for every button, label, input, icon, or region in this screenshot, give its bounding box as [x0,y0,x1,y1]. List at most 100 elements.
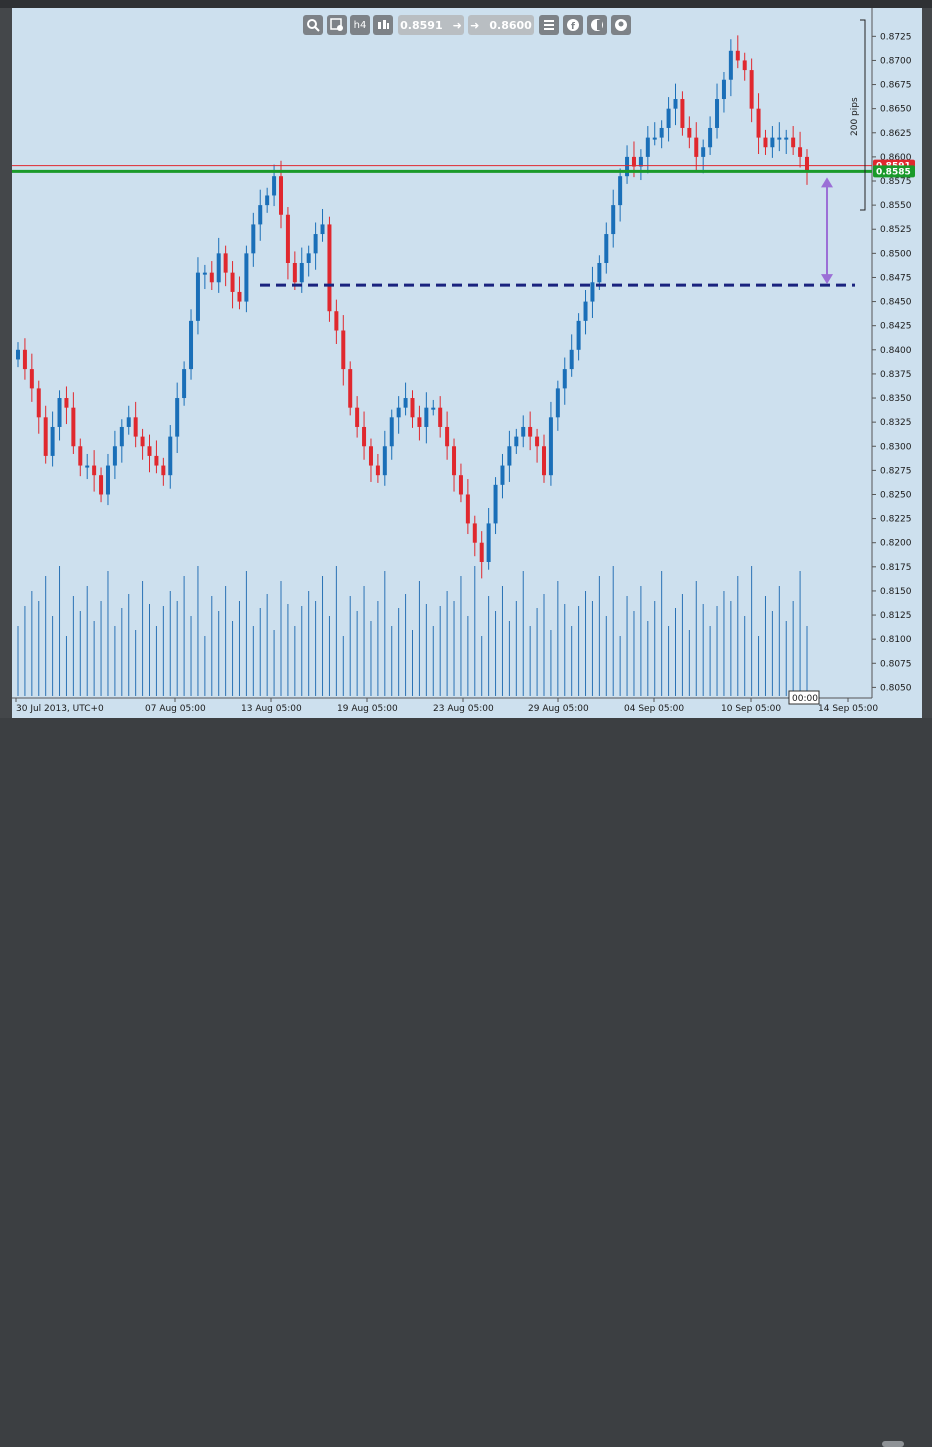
candle-body [22,349,27,370]
candle-body [687,127,692,138]
candle-body [417,417,422,427]
candle-body [666,108,671,128]
candle-body [64,398,69,408]
candle-body [105,465,110,495]
candle-body [119,426,124,447]
x-tick-label: 29 Aug 05:00 [528,704,589,714]
chart-area[interactable]: 0.8725 0.8700 0.8675 0.8650 0.8625 0.8600 0.85… [12,8,922,718]
candle-body [78,446,83,466]
candle-body [652,137,657,140]
candle-body [452,446,457,476]
candle-body [576,320,581,350]
bid-value: 0.8591 [400,18,443,32]
candle-body [445,426,450,447]
y-tick-label: 0.8675 [880,81,912,91]
candle-body [735,50,740,61]
horizontal-scrollbar[interactable] [0,718,932,1447]
candle-body [583,301,588,321]
candle-body [216,253,221,283]
y-tick-label: 0.8325 [880,418,912,428]
candle-body [645,137,650,157]
bid-button[interactable]: 0.8591 ➜ [398,15,464,35]
candle-body [770,137,775,148]
y-tick-label: 0.8475 [880,273,912,283]
window-top-strip [0,0,932,8]
y-tick-label: 0.8550 [880,201,912,211]
candle-body [299,262,304,283]
candle-body [777,137,782,140]
zoom-icon[interactable] [303,15,323,35]
candle-body [126,417,131,427]
candle-body [195,272,200,321]
candle-body [680,99,685,128]
candle-body [140,436,145,447]
candle-body [29,369,34,389]
candle-body [202,272,207,275]
y-tick-label: 0.8350 [880,394,912,404]
chart-settings-icon[interactable] [327,15,347,35]
candle-body [237,291,242,302]
candle-body [659,127,664,138]
y-tick-label: 0.8625 [880,129,912,139]
facebook-icon[interactable]: f [563,15,583,35]
candle-body [514,436,519,447]
scroll-thumb[interactable] [882,1441,904,1447]
candle-body [438,407,443,427]
candle-body [403,398,408,408]
candle-body [396,407,401,418]
candle-body [625,156,630,177]
candle-body [209,272,214,283]
candle-body [410,398,415,418]
candle-body [292,262,297,283]
measure-arrow-head-up [821,177,833,188]
candle-body [355,407,360,427]
account-icon[interactable] [611,15,631,35]
candle-body [50,426,55,456]
candle-body [694,137,699,157]
candle-body [189,320,194,370]
price-level-tag [873,165,915,178]
candle-body [375,465,380,476]
candle-body [638,156,643,167]
time-marker-box [788,690,820,705]
ask-button[interactable]: ➜ 0.8600 [468,15,534,35]
candle-body [721,79,726,100]
x-tick-label: 10 Sep 05:00 [721,704,781,714]
y-tick-label: 0.8400 [880,346,912,356]
x-tick-label: 07 Aug 05:00 [145,704,206,714]
y-tick-label: 0.8300 [880,442,912,452]
y-tick-label: 0.8375 [880,370,912,380]
candle-body [673,99,678,109]
candle-body [334,311,339,331]
toggle-icon[interactable] [587,15,607,35]
candle-body [99,475,104,495]
candle-body [756,108,761,138]
list-icon[interactable] [539,15,559,35]
candle-body [368,446,373,466]
timeframe-h4-icon[interactable]: h4 [350,15,370,35]
price-chart[interactable]: 0.8725 0.8700 0.8675 0.8650 0.8625 0.8600 0.85… [12,8,922,718]
candles-icon[interactable] [373,15,393,35]
candle-body [362,426,367,447]
y-tick-label: 0.8050 [880,683,912,693]
pips-label: 200 pips [850,97,860,136]
candle-body [258,205,263,225]
candle-body [424,407,429,427]
candle-body [251,224,256,254]
candle-body [555,388,560,418]
candle-body [548,417,553,476]
candle-body [71,407,76,447]
y-tick-label: 0.8525 [880,225,912,235]
candle-body [507,446,512,466]
buy-arrow-icon: ➜ [470,18,480,32]
candle-body [306,253,311,263]
candle-body [154,455,159,466]
candle-body [43,417,48,456]
candle-body [521,426,526,437]
y-tick-label: 0.8200 [880,539,912,549]
candle-body [133,417,138,437]
y-tick-label: 0.8425 [880,322,912,332]
x-tick-label: 04 Sep 05:00 [624,704,684,714]
candle-body [701,147,706,157]
